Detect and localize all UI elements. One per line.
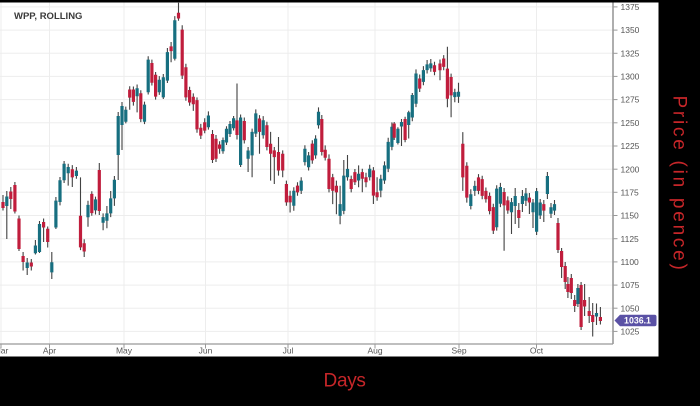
svg-text:Oct: Oct (530, 346, 544, 356)
svg-text:1125: 1125 (621, 234, 640, 244)
svg-text:1250: 1250 (621, 118, 640, 128)
svg-text:1175: 1175 (621, 187, 640, 197)
svg-text:1300: 1300 (621, 72, 640, 82)
svg-text:1050: 1050 (621, 303, 640, 313)
svg-text:1036.1: 1036.1 (624, 316, 651, 326)
svg-text:Jul: Jul (283, 346, 294, 356)
svg-text:1350: 1350 (621, 25, 640, 35)
svg-text:1325: 1325 (621, 48, 640, 58)
svg-text:Jun: Jun (199, 346, 213, 356)
svg-text:May: May (116, 346, 133, 356)
svg-text:Mar: Mar (0, 346, 8, 356)
svg-text:1025: 1025 (621, 327, 640, 337)
svg-text:Apr: Apr (43, 346, 56, 356)
svg-text:Price (in pence): Price (in pence) (669, 95, 690, 272)
svg-text:Aug: Aug (367, 346, 382, 356)
svg-text:1375: 1375 (621, 2, 640, 12)
svg-text:1275: 1275 (621, 95, 640, 105)
svg-text:Days: Days (324, 370, 366, 391)
svg-text:1100: 1100 (621, 257, 640, 267)
svg-text:Sep: Sep (451, 346, 466, 356)
svg-text:1150: 1150 (621, 211, 640, 221)
svg-text:1075: 1075 (621, 280, 640, 290)
svg-text:1200: 1200 (621, 164, 640, 174)
svg-text:1225: 1225 (621, 141, 640, 151)
svg-text:WPP, ROLLING: WPP, ROLLING (14, 11, 82, 22)
